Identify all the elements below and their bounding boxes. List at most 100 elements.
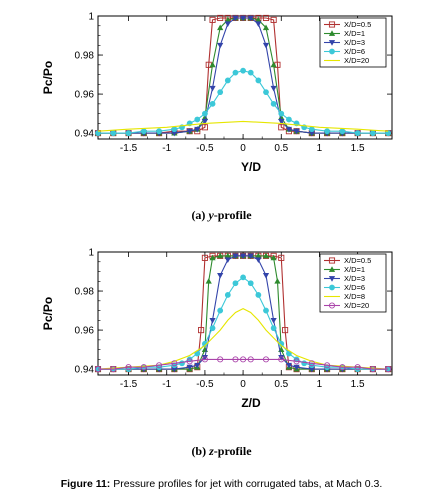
z-profile-ytick-label: 0.96 xyxy=(75,326,95,337)
y-profile-series-x-d-6-point xyxy=(171,126,178,133)
z-profile-series-x-d-20-point xyxy=(186,358,193,365)
z-profile-legend-entry-x-d-3-label: X/D=3 xyxy=(344,274,365,283)
z-profile-panel: -1.5 -1 -0.5 0 0.5 1 1.5 0.94 0.96 0.98 1 Z/D Pc/Po X… xyxy=(0,236,443,472)
y-profile-xtick-label: -1.5 xyxy=(120,143,138,154)
z-profile-legend-entry-x-d-1-label: X/D=1 xyxy=(344,265,365,274)
y-profile-series-x-d-6-point xyxy=(286,116,292,123)
z-profile-series-x-d-20-point xyxy=(247,356,254,363)
y-profile-series-x-d-6-point xyxy=(240,67,246,74)
z-profile-series-x-d-20-point xyxy=(125,364,132,371)
z-profile-caption-var: z xyxy=(209,444,214,458)
y-profile-series-x-d-3-point xyxy=(186,128,193,135)
z-profile-series-x-d-3-point xyxy=(285,362,293,369)
z-profile-xtick-label: 0 xyxy=(240,379,246,390)
y-profile-series-x-d-3-point xyxy=(285,126,293,133)
y-profile-legend-entry-x-d-6-marker xyxy=(329,48,335,55)
z-profile-series-x-d-20-point xyxy=(240,356,247,363)
y-profile-series-x-d-6-point xyxy=(202,110,208,117)
y-profile-series-x-d-6-point xyxy=(224,77,231,84)
z-profile-series-x-d-3-point xyxy=(270,317,277,324)
z-profile-series-x-d-1-point xyxy=(217,252,224,259)
y-profile-series-x-d-6-point xyxy=(339,128,346,135)
y-profile-series-x-d-1-point xyxy=(262,24,270,31)
y-profile-series-x-d-6-point xyxy=(278,110,285,117)
y-profile-chart: -1.5 -1 -0.5 0 0.5 1 1.5 0.94 0.96 0.98 1 Y/D Pc/Po X… xyxy=(41,12,393,174)
y-profile-series-x-d-0-5-point xyxy=(262,14,270,22)
y-profile-series-x-d-1-point xyxy=(209,61,216,68)
y-profile-series-x-d-6-line xyxy=(98,70,389,134)
z-profile-series-x-d-3-point xyxy=(217,273,224,279)
z-profile-xaxis-title: Z/D xyxy=(241,396,261,410)
y-profile-legend-entry-x-d-0-5-label: X/D=0.5 xyxy=(344,20,371,29)
z-profile-yaxis-title: Pc/Po xyxy=(41,297,55,330)
z-profile-legend-entry-x-d-0-5-marker xyxy=(328,257,336,264)
y-profile-series-x-d-6-point xyxy=(255,77,262,84)
y-profile-xtick-label: 1.5 xyxy=(351,143,365,154)
y-profile-series-x-d-6-point xyxy=(324,128,330,135)
y-profile-xtick-label: -1 xyxy=(162,143,171,154)
y-profile-series-x-d-3-point xyxy=(293,128,300,135)
y-profile-legend-entry-x-d-1-marker xyxy=(328,30,336,36)
z-profile-series-x-d-3-point xyxy=(201,355,209,361)
y-profile-xtick-label: 1 xyxy=(317,143,323,154)
figure-caption: Figure 11: Pressure profiles for jet wit… xyxy=(0,478,443,490)
y-profile-series-x-d-3-point xyxy=(224,21,231,28)
z-profile-series-x-d-20-point xyxy=(232,356,239,363)
z-profile-series-x-d-3-point xyxy=(262,273,270,279)
z-profile-series-x-d-20 xyxy=(94,356,392,373)
y-profile-series-x-d-0-5-point xyxy=(278,124,285,131)
z-profile-series-x-d-6-point xyxy=(209,325,216,332)
z-profile-ytick-label: 0.98 xyxy=(75,287,95,298)
y-profile-series-x-d-3-point xyxy=(262,42,270,49)
z-profile-series-x-d-20-point xyxy=(262,356,270,363)
y-profile-series-x-d-3-point xyxy=(270,85,277,92)
y-profile-xtick-label: 0.5 xyxy=(274,143,288,154)
z-profile-series-x-d-0-5-point xyxy=(201,254,208,261)
figure-caption-text: Pressure profiles for jet with corrugate… xyxy=(110,478,383,490)
z-profile-legend-entry-x-d-0-5-label: X/D=0.5 xyxy=(344,256,371,265)
z-profile-ytick-label: 0.94 xyxy=(75,365,95,376)
z-profile-series-x-d-1-point xyxy=(205,278,212,284)
y-profile-series-x-d-20-line xyxy=(97,120,389,132)
y-profile-series-x-d-3-point xyxy=(209,85,216,92)
y-profile-ytick-label: 0.96 xyxy=(75,90,95,101)
z-profile-xtick-label: 1.5 xyxy=(351,379,365,390)
z-profile-caption-tag: (b) xyxy=(191,444,210,458)
z-profile-caption: (b) z-profile xyxy=(0,444,443,459)
y-profile-series-x-d-0-5-point xyxy=(209,16,216,23)
y-profile-series-x-d-6-point xyxy=(263,89,269,96)
z-profile-series-x-d-6-point xyxy=(217,307,224,314)
y-profile-series-x-d-6-point xyxy=(217,89,224,96)
z-profile-series-x-d-20-point xyxy=(140,364,147,371)
z-profile-series-x-d-6-point xyxy=(179,360,185,367)
z-profile-series-x-d-3-point xyxy=(224,257,231,264)
z-profile-series-x-d-6-point xyxy=(232,280,239,287)
y-profile-series-x-d-6-point xyxy=(110,130,117,137)
y-profile-series-x-d-6-point xyxy=(232,69,239,76)
y-profile-caption-var: y xyxy=(208,208,214,222)
y-profile-series-x-d-6-point xyxy=(125,130,132,137)
y-profile-series-x-d-6-point xyxy=(95,130,101,137)
z-profile-series-x-d-20-point xyxy=(201,356,208,363)
z-profile-series-x-d-20-point xyxy=(293,358,300,365)
z-profile-xtick-label: -1 xyxy=(162,379,171,390)
y-profile-series-x-d-6-point xyxy=(194,116,201,123)
y-profile-series-x-d-1-point xyxy=(217,24,224,31)
z-profile-legend-entry-x-d-20-label: X/D=20 xyxy=(344,301,369,310)
z-profile-series-x-d-20-point xyxy=(278,356,285,363)
z-profile-series-x-d-1-point xyxy=(270,254,277,261)
y-profile-ytick-label: 0.98 xyxy=(75,51,95,62)
y-profile-series-x-d-0-5-point xyxy=(270,16,277,23)
y-profile-series-x-d-6-point xyxy=(140,128,147,135)
z-profile-xtick-label: -0.5 xyxy=(196,379,214,390)
y-profile-series-x-d-6 xyxy=(95,67,392,137)
z-profile-xtick-label: -1.5 xyxy=(120,379,138,390)
z-profile-series-x-d-6-point xyxy=(240,274,246,281)
z-profile-series-x-d-20-point xyxy=(369,366,376,373)
z-profile-series-x-d-6-point xyxy=(263,307,269,314)
z-profile-series-x-d-0-5-point xyxy=(282,327,289,334)
z-profile-legend-entry-x-d-20-marker xyxy=(328,302,336,309)
z-profile-series-x-d-3-point xyxy=(239,253,247,260)
y-profile-series-x-d-1-point xyxy=(270,61,277,68)
z-profile-series-x-d-6-point xyxy=(301,360,308,367)
